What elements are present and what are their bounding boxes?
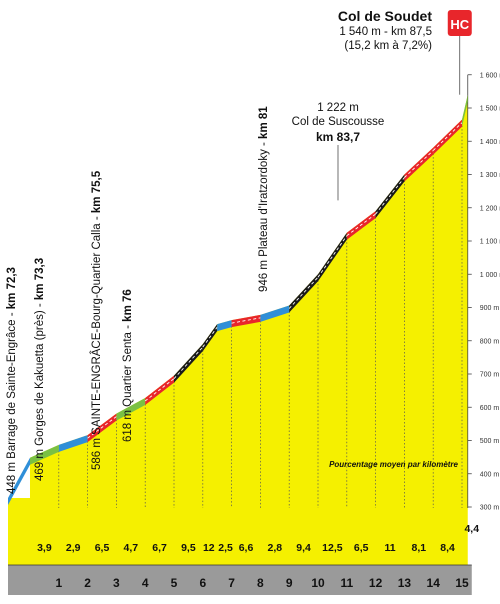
- segment-dash: [432, 122, 463, 151]
- km-tick-label: 4: [142, 576, 149, 590]
- waypoint-km: km 75,5: [91, 170, 103, 213]
- segment-dash: [404, 150, 434, 178]
- gradient-segment: [8, 457, 30, 505]
- gradient-value: 3,9: [37, 542, 52, 554]
- pass-elevation: 1 222 m: [317, 102, 359, 114]
- waypoint-name: 586 m SAINTE-ENGRÂCE-Bourg-Quartier Call…: [90, 213, 103, 470]
- elevation-tick-label: 1 600 m: [480, 72, 500, 79]
- elevation-tick-label: 1 200 m: [480, 205, 500, 212]
- gradient-value: 4,4: [464, 523, 479, 535]
- gradient-segment: [231, 314, 261, 328]
- km-tick-label: 14: [427, 576, 441, 590]
- profile-base: [8, 508, 30, 565]
- segment-dash: [87, 416, 117, 439]
- km-tick-label: 12: [369, 576, 383, 590]
- gradient-segment: [58, 435, 88, 452]
- gradient-value: 2,5: [218, 542, 233, 554]
- gradient-segment: [217, 320, 232, 332]
- elevation-tick-label: 800 m: [480, 338, 500, 345]
- waypoint-label: 586 m SAINTE-ENGRÂCE-Bourg-Quartier Call…: [90, 170, 103, 470]
- km-tick-label: 10: [311, 576, 325, 590]
- waypoint-name: 469 m Gorges de Kakuetta (près) -: [34, 300, 46, 481]
- gradient-segment: [260, 305, 290, 322]
- segment-dash: [202, 326, 218, 348]
- gradients-legend-label: Pourcentage moyen par kilomètre: [329, 460, 458, 469]
- segment-dash: [173, 346, 204, 379]
- category-badge-label: HC: [450, 17, 469, 32]
- gradient-value: 9,4: [296, 542, 311, 554]
- elevation-tick-label: 1 300 m: [480, 172, 500, 179]
- elevation-tick-label: 1 000 m: [480, 272, 500, 279]
- km-tick-label: 7: [228, 576, 235, 590]
- gradient-value: 4,7: [123, 542, 138, 554]
- gradient-value: 11: [384, 542, 395, 554]
- gradient-value: 6,5: [95, 542, 110, 554]
- summit-stats: (15,2 km à 7,2%): [344, 40, 432, 52]
- gradient-segment: [462, 94, 468, 127]
- elevation-tick-label: 900 m: [480, 305, 500, 312]
- km-tick-label: 13: [398, 576, 412, 590]
- gradient-value: 2,8: [267, 542, 282, 554]
- waypoint-name: 448 m Barrage de Sainte-Engrâce -: [6, 309, 18, 494]
- gradient-segment: [433, 119, 462, 155]
- km-tick-label: 1: [55, 576, 62, 590]
- segment-dash: [288, 276, 319, 309]
- elevation-tick-label: 1 400 m: [480, 139, 500, 146]
- waypoint-label: 946 m Plateau d'Iratzordoky - km 81: [258, 106, 270, 292]
- gradient-value: 6,7: [152, 542, 167, 554]
- waypoint-name: 618 m Quartier Senta -: [122, 322, 134, 442]
- profile-area-start: [8, 498, 30, 508]
- elevation-tick-label: 500 m: [480, 438, 500, 445]
- gradient-value: 9,5: [181, 542, 196, 554]
- elevation-tick-label: 700 m: [480, 372, 500, 379]
- km-tick-label: 15: [455, 576, 469, 590]
- profile-base: [30, 508, 468, 565]
- elevation-tick-label: 300 m: [480, 505, 500, 512]
- waypoint-km: km 81: [258, 106, 270, 139]
- segment-dash: [375, 177, 405, 215]
- km-tick-label: 8: [257, 576, 264, 590]
- waypoint-km: km 72,3: [6, 267, 18, 309]
- gradient-value: 12,5: [322, 542, 343, 554]
- waypoint-km: km 73,3: [34, 258, 46, 300]
- gradient-value: 8,1: [411, 542, 426, 554]
- km-tick-label: 2: [84, 576, 91, 590]
- km-tick-label: 3: [113, 576, 120, 590]
- waypoint-label: 618 m Quartier Senta - km 76: [122, 289, 134, 442]
- pass-name: Col de Suscousse: [292, 116, 385, 128]
- km-tick-label: 5: [171, 576, 178, 590]
- chart-title: Col de Soudet: [338, 8, 432, 24]
- gradient-value: 6,5: [354, 542, 369, 554]
- waypoint-name: 946 m Plateau d'Iratzordoky -: [258, 139, 270, 292]
- segment-dash: [346, 213, 376, 237]
- elevation-tick-label: 600 m: [480, 405, 500, 412]
- km-tick-label: 11: [340, 576, 353, 590]
- summit-elevation: 1 540 m - km 87,5: [339, 26, 432, 38]
- waypoint-km: km 76: [122, 289, 134, 322]
- elevation-tick-label: 400 m: [480, 471, 500, 478]
- gradient-value: 8,4: [440, 542, 455, 554]
- segment-dash: [317, 235, 348, 278]
- gradient-segment: [174, 344, 203, 383]
- gradient-value: 12: [203, 542, 215, 554]
- km-axis-band: [8, 565, 472, 595]
- segment-dash: [144, 378, 175, 402]
- gradient-segment: [116, 397, 146, 421]
- elevation-tick-label: 1 100 m: [480, 239, 500, 246]
- segment-dash: [231, 317, 261, 324]
- gradient-value: 2,9: [66, 542, 81, 554]
- gradient-segment: [30, 444, 59, 465]
- km-tick-label: 6: [199, 576, 206, 590]
- gradient-value: 6,6: [239, 542, 254, 554]
- km-tick-label: 9: [286, 576, 293, 590]
- category-badge: [447, 10, 472, 36]
- pass-km: km 83,7: [316, 130, 360, 144]
- waypoint-label: 448 m Barrage de Sainte-Engrâce - km 72,…: [6, 267, 18, 494]
- waypoint-label: 469 m Gorges de Kakuetta (près) - km 73,…: [34, 258, 46, 481]
- gradient-segment: [289, 274, 318, 313]
- elevation-tick-label: 1 500 m: [480, 106, 500, 113]
